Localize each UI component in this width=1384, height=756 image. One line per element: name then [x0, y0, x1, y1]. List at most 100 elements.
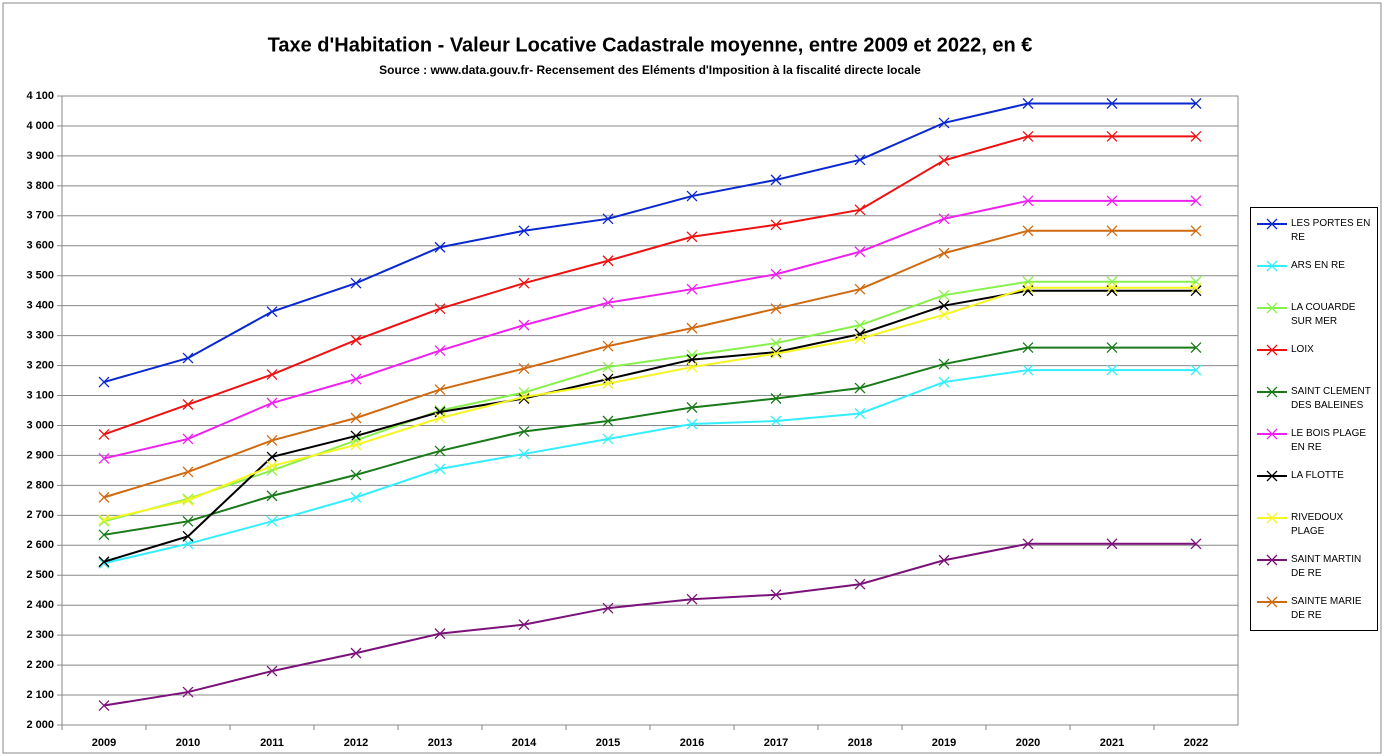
x-tick-label: 2016: [680, 737, 704, 749]
legend-label: LA FLOTTE: [1291, 470, 1344, 481]
y-tick-label: 3 100: [26, 389, 54, 401]
data-point: [770, 348, 782, 360]
data-point: [686, 418, 698, 430]
data-point: [854, 246, 866, 258]
data-point: [350, 647, 362, 659]
legend-item: LA FLOTTE: [1255, 468, 1379, 508]
data-point: [1022, 225, 1034, 237]
x-tick-label: 2009: [92, 737, 116, 749]
series-line: [103, 542, 1196, 707]
legend-marker: [1266, 554, 1278, 566]
y-tick-label: 2 700: [26, 509, 54, 521]
y-tick-label: 3 000: [26, 419, 54, 431]
y-tick-label: 3 400: [26, 300, 54, 312]
x-tick-label: 2012: [344, 737, 368, 749]
legend-marker: [1266, 512, 1278, 524]
series-line: [103, 135, 1196, 436]
data-point: [182, 493, 194, 505]
chart-subtitle: Source : www.data.gouv.fr- Recensement d…: [379, 63, 921, 77]
data-point: [854, 154, 866, 166]
data-point: [770, 346, 782, 358]
y-tick-label: 2 800: [26, 479, 54, 491]
data-point: [266, 665, 278, 677]
y-tick-label: 3 200: [26, 359, 54, 371]
data-point: [1022, 282, 1034, 294]
data-point: [602, 415, 614, 427]
legend-swatch: [1257, 512, 1287, 524]
x-tick-label: 2022: [1184, 737, 1208, 749]
data-point: [1022, 364, 1034, 376]
data-point: [1190, 195, 1202, 207]
series-line: [103, 229, 1196, 499]
data-point: [182, 433, 194, 445]
data-point: [434, 303, 446, 315]
legend-label: RIVEDOUX PLAGE: [1291, 512, 1344, 537]
data-point: [98, 556, 110, 568]
data-point: [602, 297, 614, 309]
data-point: [938, 289, 950, 301]
data-point: [98, 515, 110, 527]
y-tick-label: 3 800: [26, 180, 54, 192]
data-point: [1190, 342, 1202, 354]
y-tick-label: 2 000: [26, 719, 54, 731]
legend-marker: [1266, 428, 1278, 440]
x-tick-label: 2019: [932, 737, 956, 749]
legend-label: LES PORTES EN RE: [1291, 218, 1371, 243]
data-point: [350, 430, 362, 442]
data-point: [1190, 538, 1202, 550]
data-point: [434, 345, 446, 357]
data-point: [602, 602, 614, 614]
y-tick-label: 2 900: [26, 449, 54, 461]
data-point: [182, 399, 194, 410]
data-point: [182, 352, 194, 364]
data-point: [686, 190, 698, 202]
data-point: [518, 277, 530, 289]
data-point: [266, 451, 278, 463]
data-point: [938, 376, 950, 388]
legend-item: SAINTE MARIE DE RE: [1255, 594, 1379, 634]
legend-label: SAINTE MARIE DE RE: [1291, 596, 1362, 621]
data-point: [770, 303, 782, 315]
y-tick-label: 2 600: [26, 539, 54, 551]
y-tick-label: 3 700: [26, 210, 54, 222]
data-point: [602, 361, 614, 373]
data-point: [266, 460, 278, 472]
data-point: [266, 397, 278, 409]
legend-marker: [1266, 596, 1278, 608]
data-point: [266, 515, 278, 527]
data-point: [770, 337, 782, 349]
data-point: [350, 491, 362, 503]
x-tick-label: 2010: [176, 737, 200, 749]
data-point: [266, 369, 278, 381]
data-point: [602, 213, 614, 225]
data-point: [686, 361, 698, 373]
chart-title: Taxe d'Habitation - Valeur Locative Cada…: [268, 34, 1033, 56]
series-line: [103, 346, 1196, 536]
legend-swatch: [1257, 470, 1287, 482]
series-line: [103, 286, 1196, 521]
data-point: [98, 700, 110, 711]
y-tick-label: 2 200: [26, 659, 54, 671]
legend-marker: [1266, 260, 1278, 272]
data-point: [602, 433, 614, 445]
data-point: [434, 241, 446, 253]
data-point: [1106, 342, 1118, 354]
x-tick-label: 2011: [260, 737, 284, 749]
data-point: [1106, 538, 1118, 550]
legend-label: SAINT CLEMENT DES BALEINES: [1291, 386, 1371, 411]
legend-item: LA COUARDE SUR MER: [1255, 300, 1379, 340]
data-point: [938, 554, 950, 566]
data-point: [1022, 342, 1034, 354]
y-tick-label: 3 300: [26, 330, 54, 342]
data-point: [854, 319, 866, 331]
y-tick-label: 4 000: [26, 120, 54, 132]
x-tick-label: 2013: [428, 737, 452, 749]
data-point: [686, 283, 698, 295]
data-point: [518, 319, 530, 331]
data-point: [182, 515, 194, 527]
data-point: [350, 373, 362, 385]
data-point: [770, 393, 782, 404]
data-point: [854, 408, 866, 419]
series-line: [103, 199, 1196, 460]
data-point: [98, 376, 110, 388]
